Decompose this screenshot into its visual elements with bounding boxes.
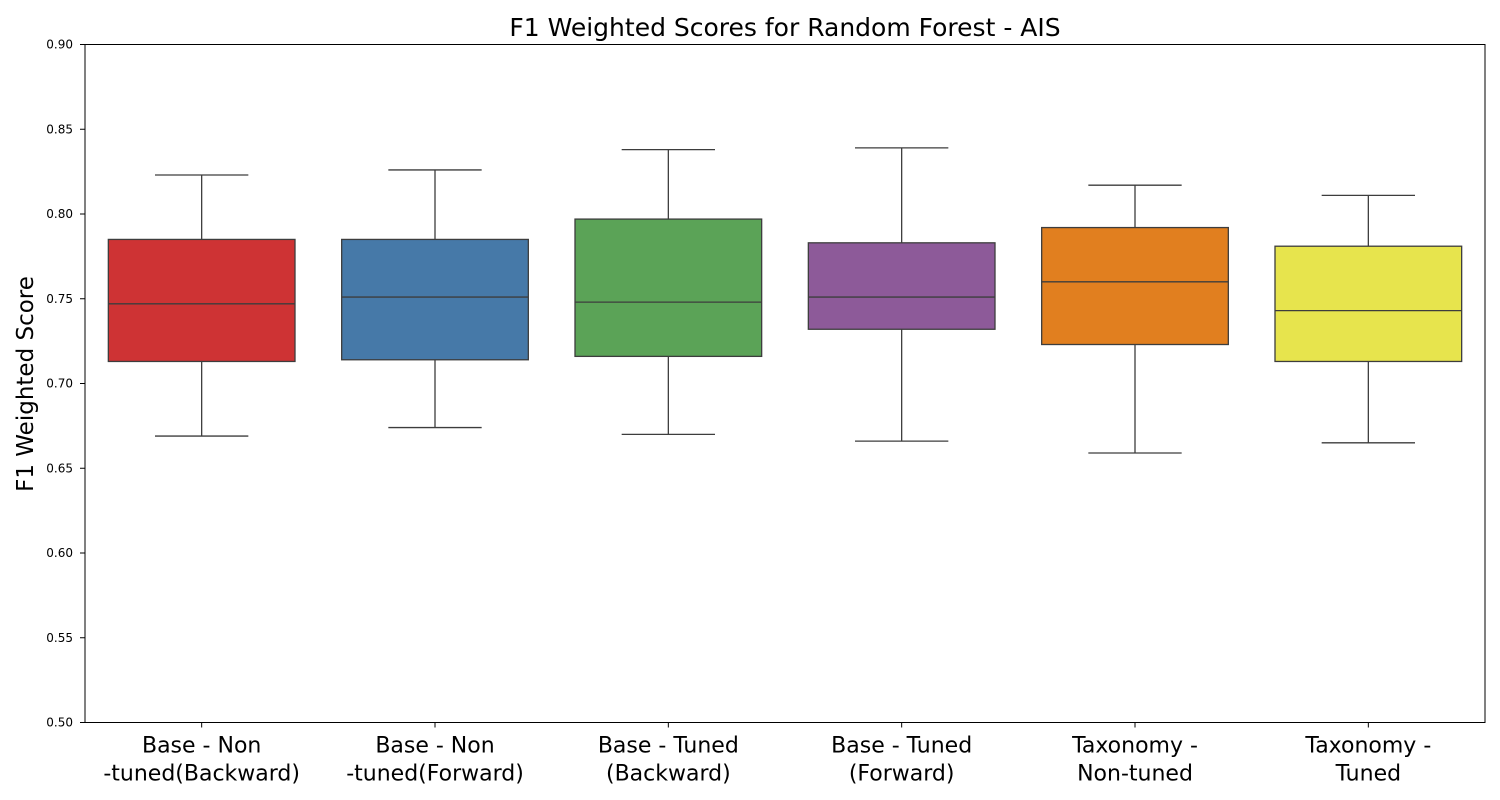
x-tick-label: Base - Non -tuned(Forward) bbox=[346, 734, 524, 787]
box-iqr bbox=[1041, 226, 1229, 346]
y-tick-label: 0.85 bbox=[46, 122, 73, 136]
y-tick-label: 0.50 bbox=[46, 716, 73, 730]
x-tick-label: Taxonomy - Non-tuned bbox=[1071, 734, 1198, 787]
plot-frame bbox=[84, 44, 1486, 723]
y-tick-label: 0.60 bbox=[46, 546, 73, 560]
box-iqr bbox=[807, 242, 996, 330]
x-tick-label-line: Base - Non bbox=[142, 734, 261, 759]
box-iqr bbox=[107, 238, 296, 363]
y-tick-label: 0.90 bbox=[46, 38, 73, 52]
y-tick-label: 0.70 bbox=[46, 377, 73, 391]
x-tick-label-line: Base - Tuned bbox=[598, 734, 739, 759]
y-tick-label: 0.75 bbox=[46, 292, 73, 306]
x-tick-label-line: (Backward) bbox=[606, 762, 731, 787]
x-tick-label-line: -tuned(Forward) bbox=[346, 762, 524, 787]
x-tick-label: Base - Tuned (Backward) bbox=[598, 734, 739, 787]
x-tick-label-line: Tuned bbox=[1335, 762, 1401, 787]
x-tick-label: Base - Tuned (Forward) bbox=[831, 734, 972, 787]
x-tick-label-line: (Forward) bbox=[849, 762, 955, 787]
x-tick-label-line: -tuned(Backward) bbox=[103, 762, 300, 787]
plot-area: 0.50 0.55 0.60 0.65 0.70 0.75 0.80 0.85 0.90 Base… bbox=[46, 38, 1463, 787]
box-iqr bbox=[1274, 245, 1463, 363]
x-tick-label-line: Base - Non bbox=[375, 734, 494, 759]
x-tick-label-line: Base - Tuned bbox=[831, 734, 972, 759]
x-tick-label-line: Non-tuned bbox=[1077, 762, 1193, 787]
chart-title: F1 Weighted Scores for Random Forest - A… bbox=[509, 13, 1060, 42]
y-tick-label: 0.65 bbox=[46, 461, 73, 475]
y-tick-label: 0.80 bbox=[46, 207, 73, 221]
box-iqr bbox=[574, 218, 763, 358]
x-tick-label: Base - Non -tuned(Backward) bbox=[103, 734, 300, 787]
box-iqr bbox=[341, 238, 529, 361]
x-tick-label-line: Taxonomy - bbox=[1071, 734, 1198, 759]
y-tick-label: 0.55 bbox=[46, 631, 73, 645]
y-axis-label: F1 Weighted Score bbox=[13, 276, 39, 492]
x-tick-label-line: Taxonomy - bbox=[1304, 734, 1431, 759]
x-tick-label: Taxonomy - Tuned bbox=[1304, 734, 1431, 787]
